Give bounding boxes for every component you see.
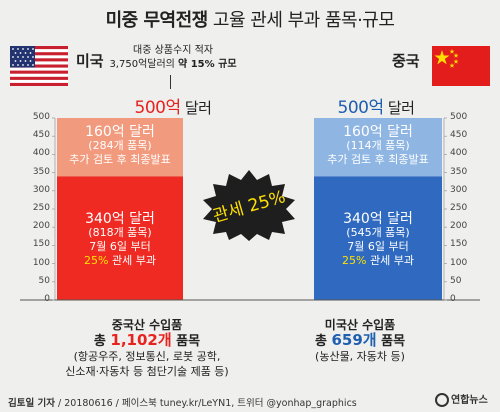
total-cn-unit: 달러 xyxy=(383,99,415,117)
cn-lower-tariff: 25% 관세 부과 xyxy=(314,254,442,268)
y-tick-left: 50 xyxy=(38,275,50,286)
us-lower-tariff: 25% 관세 부과 xyxy=(57,254,183,268)
y-tick-left: 400 xyxy=(32,148,50,159)
cn-import-heading: 미국산 수입품 xyxy=(324,318,396,332)
cn-count-prefix: 총 xyxy=(314,334,332,349)
footer-rest: / 20180616 / 페이스북 tuney.kr/LeYN1, 트위터 @y… xyxy=(55,398,357,409)
cn-lower-date: 7월 6일 부터 xyxy=(347,240,409,253)
cn-bar-lower xyxy=(314,176,442,300)
us-upper-label: 160억 달러 (284개 품목) 추가 검토 후 최종발표 xyxy=(57,125,183,167)
y-tick-left: 450 xyxy=(32,130,50,141)
cn-count-number: 659개 xyxy=(331,331,377,349)
y-tick-left: 0 xyxy=(44,294,50,304)
us-import-detail1: (항공우주, 정보통신, 로봇 공학, xyxy=(73,350,221,363)
us-upper-items: (284개 품목) xyxy=(88,139,152,152)
us-lower-tariff-rest: 관세 부과 xyxy=(108,254,156,267)
footer-credit: 김토일 기자 / 20180616 / 페이스북 tuney.kr/LeYN1,… xyxy=(8,395,357,409)
total-us-unit: 달러 xyxy=(180,99,212,117)
cn-upper-amount: 160억 달러 xyxy=(343,124,413,140)
us-lower-date: 7월 6일 부터 xyxy=(89,240,151,253)
us-flag-icon xyxy=(10,46,68,86)
y-tick-right: 0 xyxy=(450,294,456,304)
country-label-us: 미국 xyxy=(76,52,104,70)
cn-upper-items: (114개 품목) xyxy=(346,139,410,152)
us-bar-lower xyxy=(57,176,183,300)
page-title: 미중 무역전쟁 고율 관세 부과 품목·규모 xyxy=(0,6,500,32)
total-us: 500억 달러 xyxy=(113,93,233,118)
us-lower-label: 340억 달러 (818개 품목) 7월 6일 부터 25% 관세 부과 xyxy=(57,212,183,268)
cn-import-count: 총 659개 품목 xyxy=(270,331,450,350)
y-tick-right: 100 xyxy=(450,257,468,268)
us-lower-items: (818개 품목) xyxy=(88,226,152,239)
tariff-badge-burst xyxy=(203,170,295,241)
cn-lower-tariff-rest: 관세 부과 xyxy=(366,254,414,267)
y-tick-left: 350 xyxy=(32,166,50,177)
total-us-number: 500억 xyxy=(134,98,182,118)
cn-bar-upper xyxy=(314,118,442,177)
cn-lower-tariff-rate: 25% xyxy=(342,254,367,267)
y-tick-left: 500 xyxy=(32,112,50,122)
y-tick-left: 100 xyxy=(32,257,50,268)
footer-author: 김토일 기자 xyxy=(8,398,56,409)
total-cn: 500억 달러 xyxy=(316,93,436,118)
total-cn-number: 500억 xyxy=(337,98,385,118)
cn-import-detail1: (농산물, 자동차 등) xyxy=(315,350,405,363)
china-flag-icon xyxy=(432,46,490,86)
callout-line2: 3,750억달러의 약 15% 규모 xyxy=(103,58,243,72)
title-rest: 고율 관세 부과 품목·규모 xyxy=(207,10,395,31)
y-tick-left: 150 xyxy=(32,239,50,250)
yonhap-logo: 연합뉴스 xyxy=(435,391,488,407)
us-import-detail2: 신소재·자동차 등 첨단기술 제품 등) xyxy=(65,365,229,378)
us-lower-amount: 340억 달러 xyxy=(85,211,155,227)
y-tick-right: 350 xyxy=(450,166,468,177)
us-lower-tariff-rate: 25% xyxy=(84,254,109,267)
cn-import-summary: 미국산 수입품 총 659개 품목 (농산물, 자동차 등) xyxy=(270,318,450,364)
y-tick-right: 200 xyxy=(450,221,468,232)
us-bar-upper xyxy=(57,118,183,177)
us-import-count: 총 1,102개 품목 xyxy=(52,331,242,350)
yonhap-logo-icon xyxy=(435,393,449,407)
callout-connector xyxy=(170,75,171,89)
us-count-suffix: 품목 xyxy=(171,334,201,349)
y-tick-left: 300 xyxy=(32,184,50,195)
cn-upper-label: 160억 달러 (114개 품목) 추가 검토 후 최종발표 xyxy=(314,125,442,167)
y-tick-right: 250 xyxy=(450,203,468,213)
y-tick-left: 250 xyxy=(32,203,50,213)
cn-lower-items: (545개 품목) xyxy=(346,226,410,239)
cn-lower-label: 340억 달러 (545개 품목) 7월 6일 부터 25% 관세 부과 xyxy=(314,212,442,268)
tariff-badge: 관세 25% xyxy=(203,170,295,241)
us-count-prefix: 총 xyxy=(93,334,111,349)
title-strong: 미중 무역전쟁 xyxy=(105,10,209,31)
us-count-number: 1,102개 xyxy=(110,331,172,349)
us-upper-note: 추가 검토 후 최종발표 xyxy=(69,153,171,166)
y-tick-right: 500 xyxy=(450,112,468,122)
us-upper-amount: 160억 달러 xyxy=(85,124,155,140)
y-tick-right: 300 xyxy=(450,184,468,195)
logo-text: 연합뉴스 xyxy=(451,395,488,406)
us-import-summary: 중국산 수입품 총 1,102개 품목 (항공우주, 정보통신, 로봇 공학, … xyxy=(52,318,242,379)
callout-line1: 대중 상품수지 적자 xyxy=(133,45,213,56)
callout-line2-highlight: 약 15% 규모 xyxy=(178,59,237,70)
y-tick-right: 450 xyxy=(450,130,468,141)
cn-count-suffix: 품목 xyxy=(376,334,406,349)
callout-line2-pre: 3,750억달러의 xyxy=(109,59,179,70)
y-tick-left: 200 xyxy=(32,221,50,232)
country-label-cn: 중국 xyxy=(392,52,420,70)
us-import-heading: 중국산 수입품 xyxy=(111,318,183,332)
cn-upper-note: 추가 검토 후 최종발표 xyxy=(327,153,429,166)
cn-lower-amount: 340억 달러 xyxy=(343,211,413,227)
y-tick-right: 400 xyxy=(450,148,468,159)
deficit-callout: 대중 상품수지 적자 3,750억달러의 약 15% 규모 xyxy=(103,44,243,72)
y-tick-right: 50 xyxy=(450,275,462,286)
y-tick-right: 150 xyxy=(450,239,468,250)
